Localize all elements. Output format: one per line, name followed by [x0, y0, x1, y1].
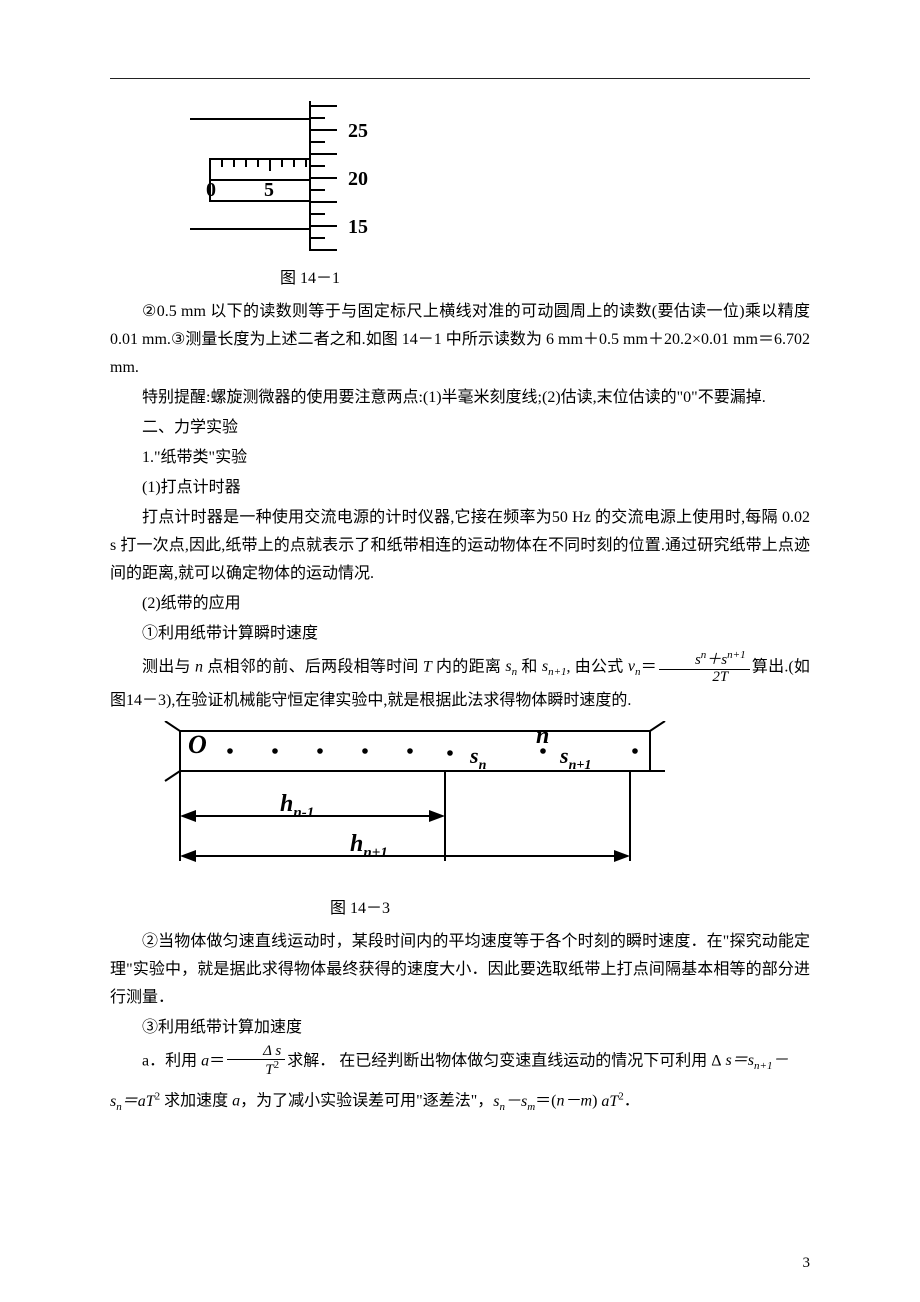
aT2: aT2 — [601, 1093, 623, 1110]
p6d: ，为了减小实验误差可用"逐差法"， — [240, 1093, 493, 1110]
tape-label-O: O — [188, 730, 207, 759]
var-vn: vn — [628, 658, 641, 675]
thimble-label-25: 25 — [348, 120, 368, 142]
main-scale-label-5: 5 — [264, 179, 274, 201]
figure-14-1: 0 5 25 20 15 图 14－1 — [180, 101, 810, 288]
p4b: 点相邻的前、后两段相等时间 — [203, 658, 423, 675]
paragraph-uniform-velocity: ②当物体做匀速直线运动时，某段时间内的平均速度等于各个时刻的瞬时速度．在"探究动… — [110, 928, 810, 1012]
tape-label-hn1: hn+1 — [350, 831, 388, 861]
var-a: a — [201, 1052, 209, 1069]
var-T: T — [423, 658, 432, 675]
var-sn1: sn+1 — [542, 658, 567, 675]
p4c: 内的距离 — [432, 658, 506, 675]
p6e: ＝( — [535, 1093, 556, 1110]
p4d: 和 — [517, 658, 542, 675]
heading-acceleration: ③利用纸带计算加速度 — [110, 1014, 810, 1042]
paragraph-acceleration-formula: a．利用 a＝Δ sT2求解． 在已经判断出物体做匀变速直线运动的情况下可利用 … — [110, 1044, 810, 1081]
sn-sm: sn－sm — [493, 1093, 535, 1110]
paragraph-acceleration-cont: sn＝aT2 求加速度 a，为了减小实验误差可用"逐差法"，sn－sm＝(n－m… — [110, 1082, 810, 1121]
thimble-label-20: 20 — [348, 168, 368, 190]
p4e: , 由公式 — [567, 658, 628, 675]
thimble-label-15: 15 — [348, 216, 368, 238]
heading-tape-experiment: 1."纸带类"实验 — [110, 444, 810, 472]
p4a: 测出与 — [142, 658, 195, 675]
fraction-accel: Δ sT2 — [227, 1044, 285, 1080]
delta-s-eq: s＝sn+1－ — [722, 1052, 789, 1069]
heading-tape-application: (2)纸带的应用 — [110, 590, 810, 618]
main-scale-label-0: 0 — [206, 179, 216, 201]
tape-label-sn1: sn+1 — [559, 743, 591, 773]
paragraph-timer-explain: 打点计时器是一种使用交流电源的计时仪器,它接在频率为50 Hz 的交流电源上使用… — [110, 504, 810, 588]
page-number: 3 — [803, 1255, 811, 1272]
micrometer-svg: 0 5 25 20 15 — [180, 101, 390, 251]
n-minus-m: n－m — [557, 1093, 593, 1110]
var-n: n — [195, 658, 203, 675]
p6a: a．利用 — [142, 1052, 201, 1069]
paragraph-reading-explain: ②0.5 mm 以下的读数则等于与固定标尺上横线对准的可动圆周上的读数(要估读一… — [110, 298, 810, 382]
p6g: ． — [624, 1093, 640, 1110]
paper-tape-svg: O n sn sn+1 hn-1 hn+1 — [160, 721, 690, 881]
tape-label-sn: sn — [469, 743, 487, 773]
fraction-velocity: sn＋sn+12T — [659, 650, 750, 686]
figure-14-3-caption: 图 14－3 — [330, 894, 810, 918]
var-a2: a — [232, 1093, 240, 1110]
tape-label-hn-1: hn-1 — [280, 791, 314, 821]
paragraph-velocity-formula: 测出与 n 点相邻的前、后两段相等时间 T 内的距离 sn 和 sn+1, 由公… — [110, 650, 810, 715]
paragraph-note: 特别提醒:螺旋测微器的使用要注意两点:(1)半毫米刻度线;(2)估读,末位估读的… — [110, 384, 810, 412]
sn-eq-aT2: sn＝aT2 — [110, 1093, 160, 1110]
tape-label-n: n — [536, 723, 549, 749]
heading-instantaneous-velocity: ①利用纸带计算瞬时速度 — [110, 620, 810, 648]
figure-14-1-caption: 图 14－1 — [280, 264, 810, 288]
var-sn: sn — [505, 658, 517, 675]
figure-14-3: O n sn sn+1 hn-1 hn+1 图 14－3 — [160, 721, 810, 918]
top-rule — [110, 78, 810, 79]
p6b: 求解． 在已经判断出物体做匀变速直线运动的情况下可利用 Δ — [287, 1052, 721, 1069]
heading-timer: (1)打点计时器 — [110, 474, 810, 502]
page: 0 5 25 20 15 图 14－1 ②0.5 mm 以下的读数则等于与固定标… — [0, 0, 920, 1302]
p6f: ) — [592, 1093, 601, 1110]
p6c: 求加速度 — [160, 1093, 232, 1110]
heading-mechanics: 二、力学实验 — [110, 414, 810, 442]
